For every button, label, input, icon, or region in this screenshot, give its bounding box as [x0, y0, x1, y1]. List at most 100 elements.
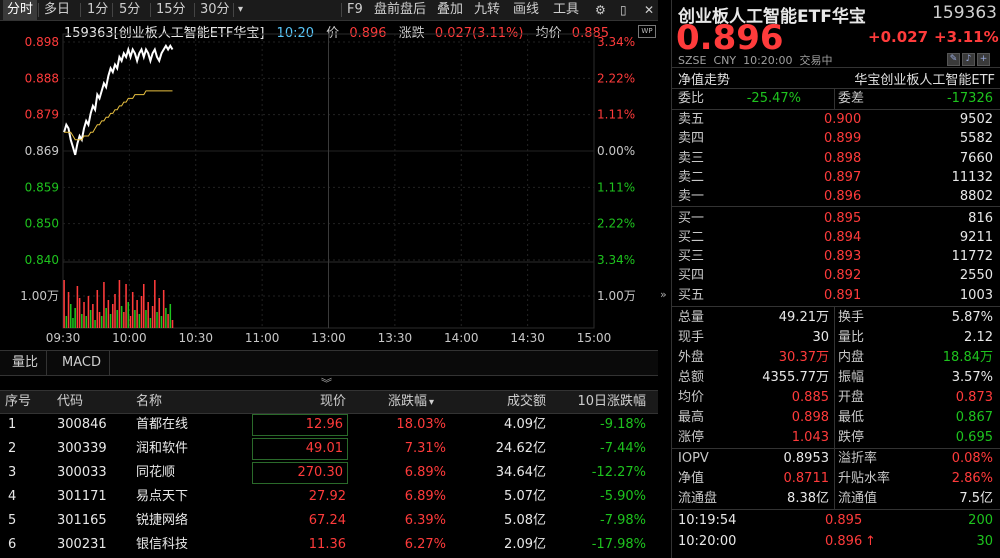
level-label: 买四: [678, 268, 705, 284]
stat-label: 外盘: [678, 350, 705, 365]
row-name: 首都在线: [136, 417, 189, 432]
ask-level-row[interactable]: 卖二 0.897 11132: [672, 168, 1000, 188]
stat-value: 1.043: [791, 430, 829, 445]
table-row[interactable]: 1 300846 首都在线 12.96 18.03% 4.09亿 -9.18%: [0, 413, 658, 437]
volume-bar: [151, 306, 154, 328]
row-price: 27.92: [308, 489, 346, 504]
volume-bar: [103, 282, 105, 328]
table-row[interactable]: 6 300231 银信科技 11.36 6.27% 2.09亿 -17.98%: [0, 533, 658, 557]
volume-bar: [136, 300, 138, 328]
row-code: 300231: [57, 537, 107, 552]
fund-fullname: 华宝创业板人工智能ETF: [854, 73, 995, 88]
col-10d-change[interactable]: 10日涨跌幅: [577, 394, 646, 409]
col-name[interactable]: 名称: [136, 394, 163, 409]
tab-f9[interactable]: F9: [347, 2, 363, 17]
level-price: 0.894: [824, 229, 862, 245]
close-icon[interactable]: ✕: [644, 3, 655, 17]
bid-level-row[interactable]: 买四 0.892 2550: [672, 266, 1000, 286]
pct-tick-label: 2.22%: [597, 217, 635, 231]
tab-tools[interactable]: 工具: [553, 2, 580, 17]
price-tick-label: 0.850: [25, 217, 59, 231]
pct-tick-label: 3.34%: [597, 35, 635, 49]
ratio-value: -25.47%: [746, 91, 801, 106]
tab-30min[interactable]: 30分: [200, 2, 230, 17]
tab-intraday[interactable]: 分时: [3, 0, 38, 20]
col-change-pct[interactable]: 涨跌幅 ▾: [352, 391, 434, 413]
col-price[interactable]: 现价: [319, 394, 346, 409]
bookmark-icon[interactable]: ▯: [620, 3, 627, 17]
edit-icon[interactable]: ✎: [947, 53, 960, 66]
bell-icon[interactable]: ♪: [962, 53, 975, 66]
stat-label: 流通盘: [678, 491, 718, 506]
volume-bar: [165, 308, 167, 328]
bid-level-row[interactable]: 买一 0.895 816: [672, 209, 1000, 229]
stat-value: 0.08%: [951, 451, 993, 466]
wp-badge-icon[interactable]: WP: [638, 25, 656, 38]
stats-row: 涨停 1.043 跌停 0.695: [672, 428, 1000, 448]
tab-overlay[interactable]: 叠加: [437, 2, 464, 17]
iopv-row: 净值 0.8711 升贴水率 2.86%: [672, 469, 1000, 489]
col-code[interactable]: 代码: [57, 394, 84, 409]
bid-level-row[interactable]: 买五 0.891 1003: [672, 286, 1000, 306]
table-row[interactable]: 5 301165 锐捷网络 67.24 6.39% 5.08亿 -7.98%: [0, 509, 658, 533]
row-change-pct: 6.27%: [404, 537, 446, 552]
bid-level-row[interactable]: 买二 0.894 9211: [672, 228, 1000, 248]
time-tick-label: 10:00: [112, 331, 147, 345]
tab-pre-post[interactable]: 盘前盘后: [374, 2, 427, 17]
tab-macd[interactable]: MACD: [54, 351, 110, 375]
row-code: 300846: [57, 417, 107, 432]
tab-15min[interactable]: 15分: [156, 2, 186, 17]
level-label: 卖三: [678, 150, 705, 166]
row-name: 润和软件: [136, 441, 189, 456]
row-code: 300339: [57, 441, 107, 456]
tick-price: 0.896: [825, 534, 863, 549]
stat-label: 升贴水率: [838, 471, 891, 486]
stat-value: 18.84万: [942, 350, 993, 365]
stat-label: 均价: [678, 390, 705, 405]
tab-5min[interactable]: 5分: [119, 2, 141, 17]
stat-value: 4355.77万: [762, 370, 829, 385]
stat-label: 流通值: [838, 491, 878, 506]
table-row[interactable]: 4 301171 易点天下 27.92 6.89% 5.07亿 -5.90%: [0, 485, 658, 509]
volume-bar: [107, 300, 110, 328]
ask-level-row[interactable]: 卖四 0.899 5582: [672, 129, 1000, 149]
ask-level-row[interactable]: 卖一 0.896 8802: [672, 187, 1000, 207]
time-tick-label: 13:30: [378, 331, 413, 345]
gear-icon[interactable]: ⚙: [595, 3, 606, 17]
volume-bar: [167, 314, 169, 328]
nav-trend-link[interactable]: 净值走势: [678, 73, 731, 88]
row-name: 易点天下: [136, 489, 189, 504]
stat-label: 现手: [678, 330, 705, 345]
tab-nine-turn[interactable]: 九转: [474, 2, 501, 17]
order-ratio-row: 委比 -25.47% 委差 -17326: [672, 89, 1000, 109]
col-turnover[interactable]: 成交额: [506, 394, 546, 409]
tick-volume: 30: [976, 534, 993, 549]
iopv-row: IOPV 0.8953 溢折率 0.08%: [672, 449, 1000, 469]
row-10d-change: -9.18%: [600, 417, 646, 432]
table-row[interactable]: 3 300033 同花顺 270.30 6.89% 34.64亿 -12.27%: [0, 461, 658, 485]
row-change-pct: 18.03%: [396, 417, 446, 432]
tab-multi-day[interactable]: 多日: [44, 2, 71, 17]
stat-value: 8.38亿: [787, 491, 829, 506]
bid-level-row[interactable]: 买三 0.893 11772: [672, 247, 1000, 267]
stat-label: 跌停: [838, 430, 865, 445]
row-turnover: 5.07亿: [504, 489, 546, 504]
tab-1min[interactable]: 1分: [87, 2, 109, 17]
stat-value: 0.8711: [783, 471, 830, 486]
tick-up-arrow-icon: ↑: [865, 534, 876, 549]
intraday-chart[interactable]: 159363[创业板人工智能ETF华宝] 10:20 价 0.896 涨跌 0.…: [0, 20, 658, 346]
add-icon[interactable]: +: [977, 53, 990, 66]
volume-bar: [149, 318, 152, 328]
ask-level-row[interactable]: 卖五 0.900 9502: [672, 110, 1000, 130]
stats-row: 现手 30 量比 2.12: [672, 328, 1000, 348]
expand-panel-icon[interactable]: ︾: [321, 377, 332, 390]
tab-volume-ratio[interactable]: 量比: [4, 351, 48, 375]
table-row[interactable]: 2 300339 润和软件 49.01 7.31% 24.62亿 -7.44%: [0, 437, 658, 461]
tab-draw[interactable]: 画线: [513, 2, 540, 17]
collapse-panel-icon[interactable]: »: [660, 288, 667, 301]
row-turnover: 34.64亿: [495, 465, 546, 480]
more-periods-caret-icon[interactable]: ▾: [238, 4, 244, 15]
col-index[interactable]: 序号: [5, 394, 32, 409]
ask-level-row[interactable]: 卖三 0.898 7660: [672, 149, 1000, 169]
volume-bar: [156, 312, 158, 328]
